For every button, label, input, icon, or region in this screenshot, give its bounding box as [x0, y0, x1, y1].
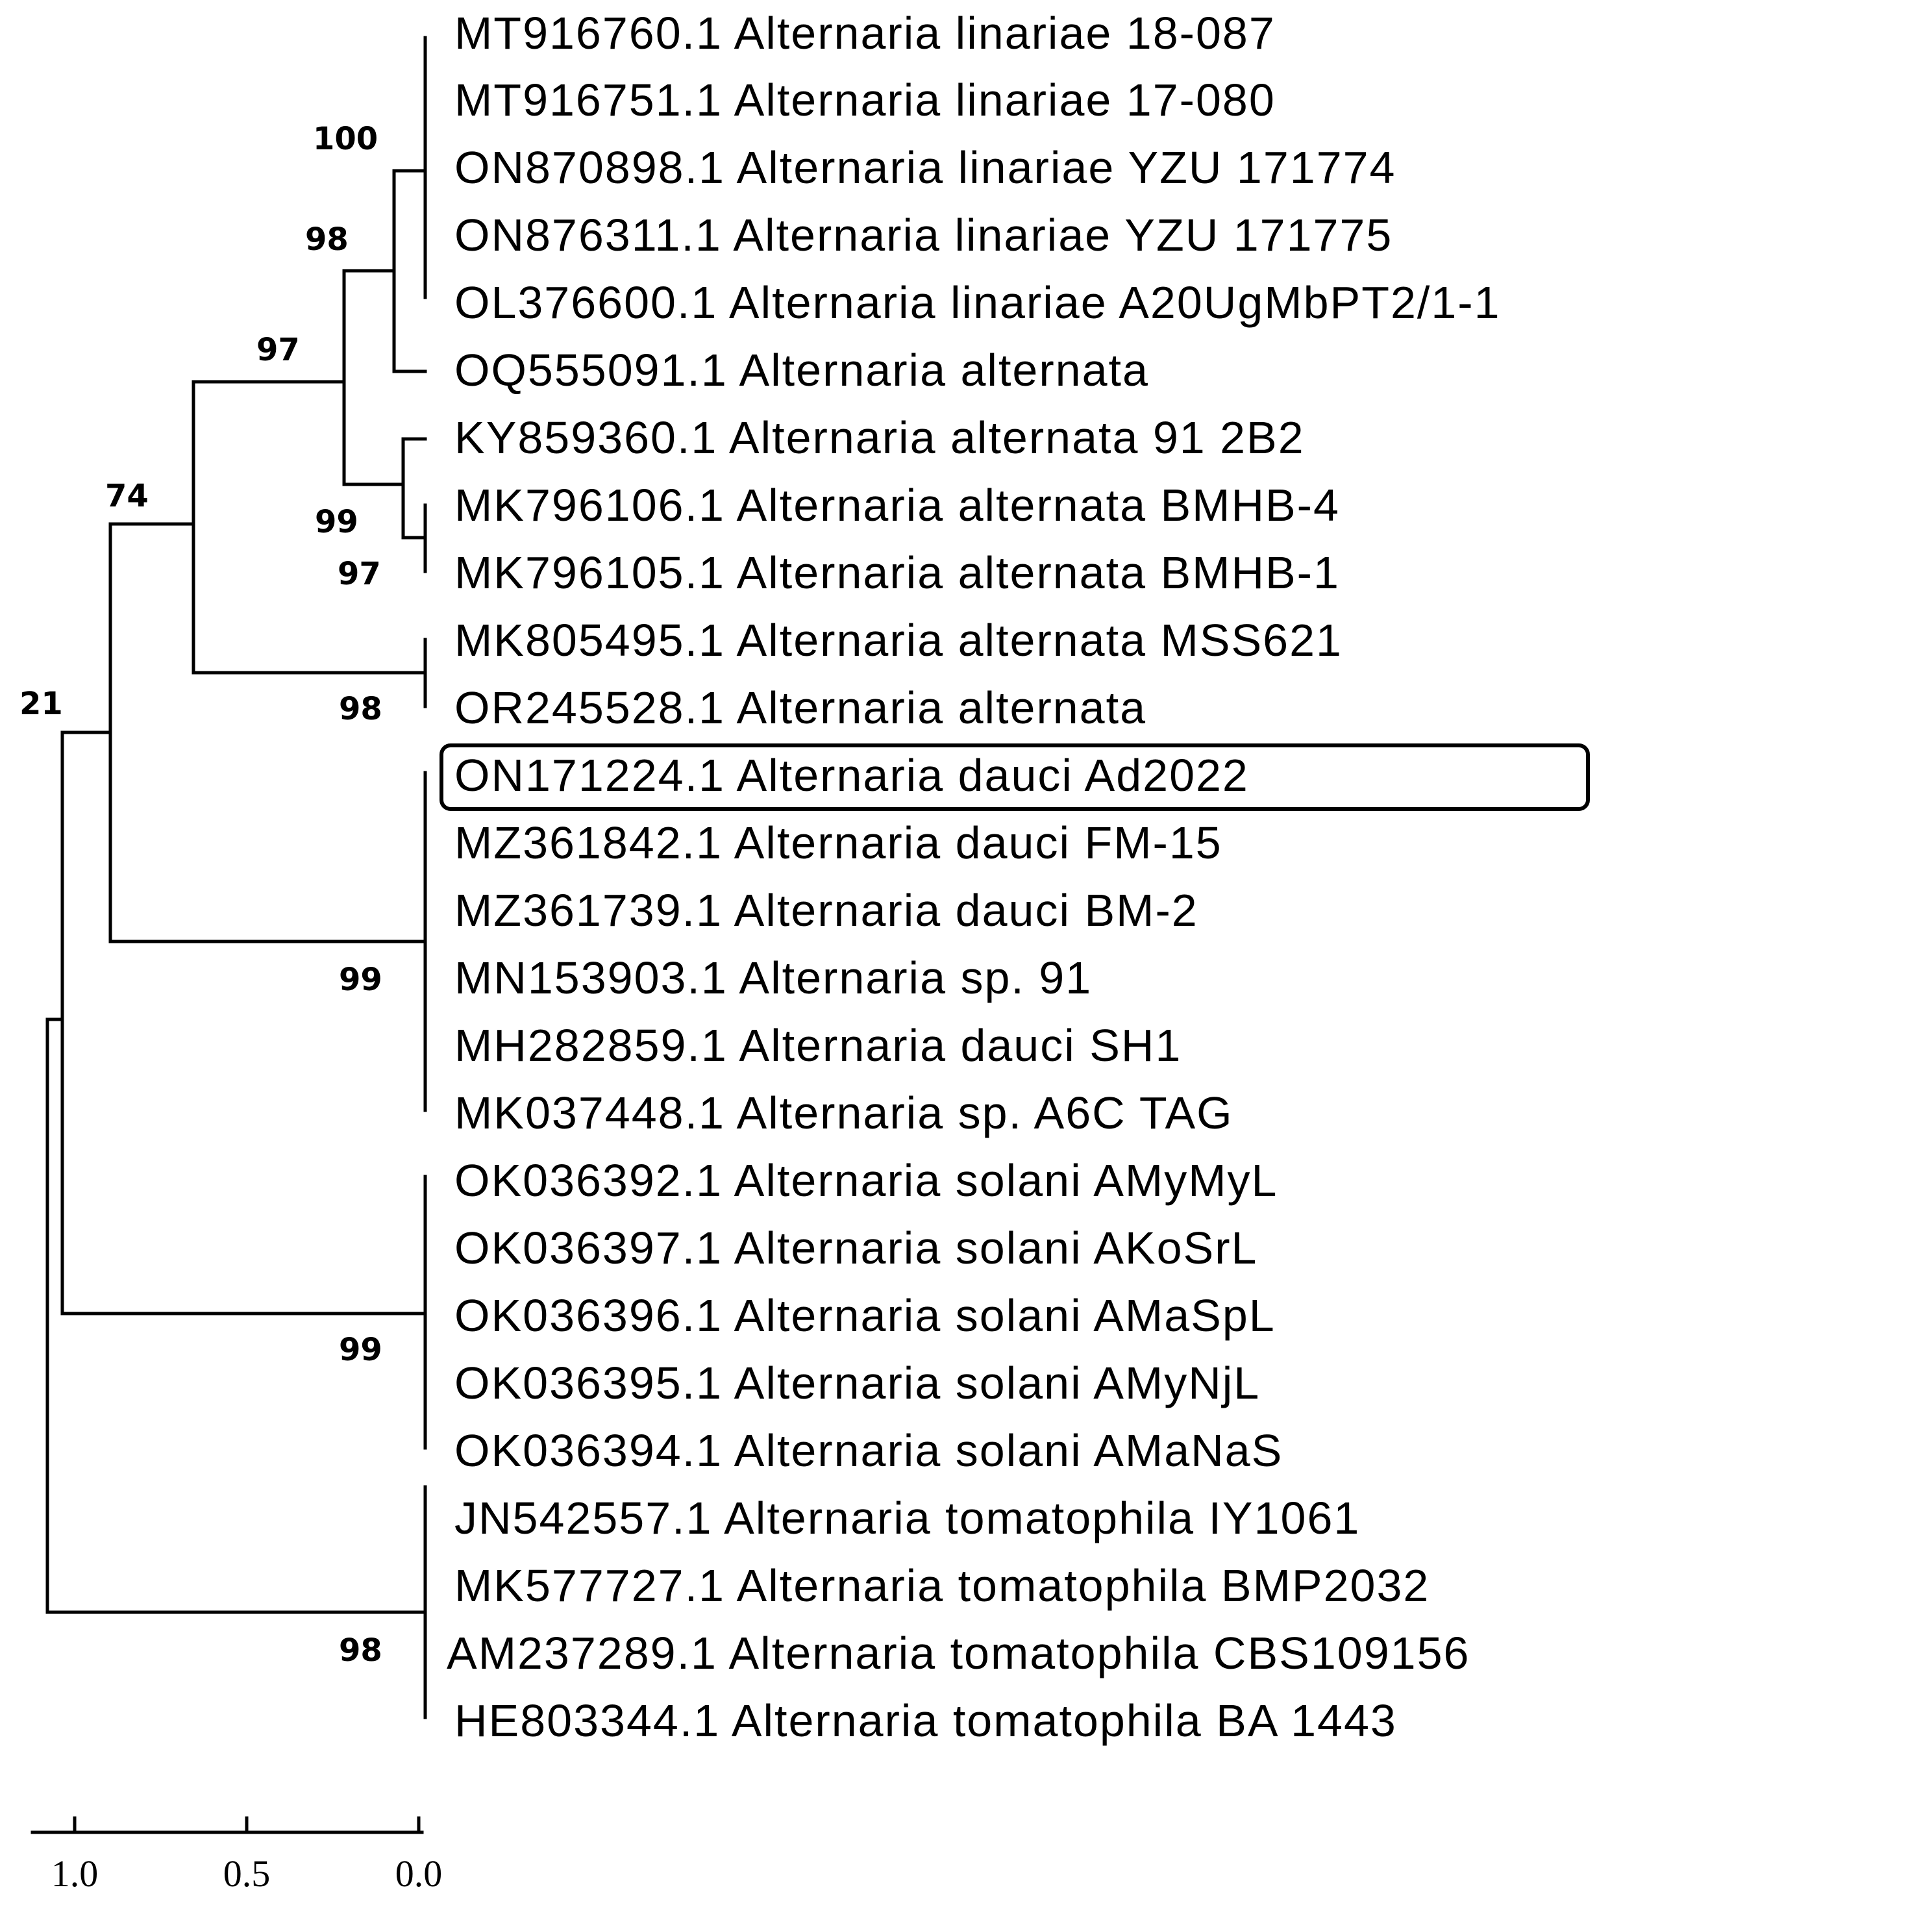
taxon-label-highlighted: ON171224.1 Alternaria dauci Ad2022: [454, 750, 1249, 801]
support-value: 74: [105, 478, 149, 514]
support-value: 99: [339, 1332, 382, 1368]
taxon-label: OL376600.1 Alternaria linariae A20UgMbPT…: [454, 277, 1501, 328]
support-value: 99: [315, 504, 358, 540]
taxon-label: MT916751.1 Alternaria linariae 17-080: [454, 75, 1276, 125]
taxon-label: MZ361842.1 Alternaria dauci FM-15: [454, 817, 1222, 868]
taxon-label: OK036397.1 Alternaria solani AKoSrL: [454, 1223, 1257, 1273]
tree-branches: [45, 36, 427, 1719]
taxon-label: HE803344.1 Alternaria tomatophila BA 144…: [454, 1695, 1397, 1746]
scale-bar: 1.0 0.5 0.0: [31, 1816, 443, 1895]
taxon-label: MK037448.1 Alternaria sp. A6C TAG: [454, 1088, 1233, 1138]
support-value: 100: [313, 121, 378, 157]
taxon-label: JN542557.1 Alternaria tomatophila IY1061: [454, 1493, 1360, 1543]
scale-bar-tick-label: 0.5: [223, 1852, 271, 1895]
support-value: 98: [305, 221, 349, 258]
taxon-label: ON870898.1 Alternaria linariae YZU 17177…: [454, 142, 1396, 193]
taxon-label: OR245528.1 Alternaria alternata: [454, 682, 1146, 733]
taxon-labels: MT916760.1 Alternaria linariae 18-087 MT…: [447, 8, 1501, 1746]
support-value: 99: [339, 962, 382, 998]
support-value: 98: [339, 691, 382, 727]
taxon-label: MN153903.1 Alternaria sp. 91: [454, 953, 1092, 1003]
taxon-label: OK036394.1 Alternaria solani AMaNaS: [454, 1425, 1283, 1476]
taxon-label: MK577727.1 Alternaria tomatophila BMP203…: [454, 1560, 1430, 1611]
taxon-label: OK036396.1 Alternaria solani AMaSpL: [454, 1290, 1276, 1341]
support-value: 21: [19, 686, 63, 722]
taxon-label: OK036395.1 Alternaria solani AMyNjL: [454, 1358, 1260, 1408]
support-values: 100 98 97 99 97 74 98 21 99 99 98: [19, 121, 382, 1669]
support-value: 98: [339, 1632, 382, 1669]
taxon-label: OQ555091.1 Alternaria alternata: [454, 345, 1149, 395]
taxon-label: AM237289.1 Alternaria tomatophila CBS109…: [447, 1628, 1470, 1678]
taxon-label: ON876311.1 Alternaria linariae YZU 17177…: [454, 210, 1393, 260]
scale-bar-tick-label: 0.0: [395, 1852, 443, 1895]
taxon-label: MZ361739.1 Alternaria dauci BM-2: [454, 885, 1198, 936]
taxon-label: MK796106.1 Alternaria alternata BMHB-4: [454, 480, 1340, 530]
taxon-label: OK036392.1 Alternaria solani AMyMyL: [454, 1155, 1278, 1206]
taxon-label: MT916760.1 Alternaria linariae 18-087: [454, 8, 1276, 58]
taxon-label: MK805495.1 Alternaria alternata MSS621: [454, 615, 1343, 666]
scale-bar-tick-label: 1.0: [51, 1852, 99, 1895]
taxon-label: MK796105.1 Alternaria alternata BMHB-1: [454, 547, 1340, 598]
taxon-label: KY859360.1 Alternaria alternata 91 2B2: [454, 412, 1305, 463]
support-value: 97: [256, 332, 300, 368]
support-value: 97: [338, 556, 381, 592]
highlight-box: [440, 743, 1590, 811]
taxon-label: MH282859.1 Alternaria dauci SH1: [454, 1020, 1182, 1071]
